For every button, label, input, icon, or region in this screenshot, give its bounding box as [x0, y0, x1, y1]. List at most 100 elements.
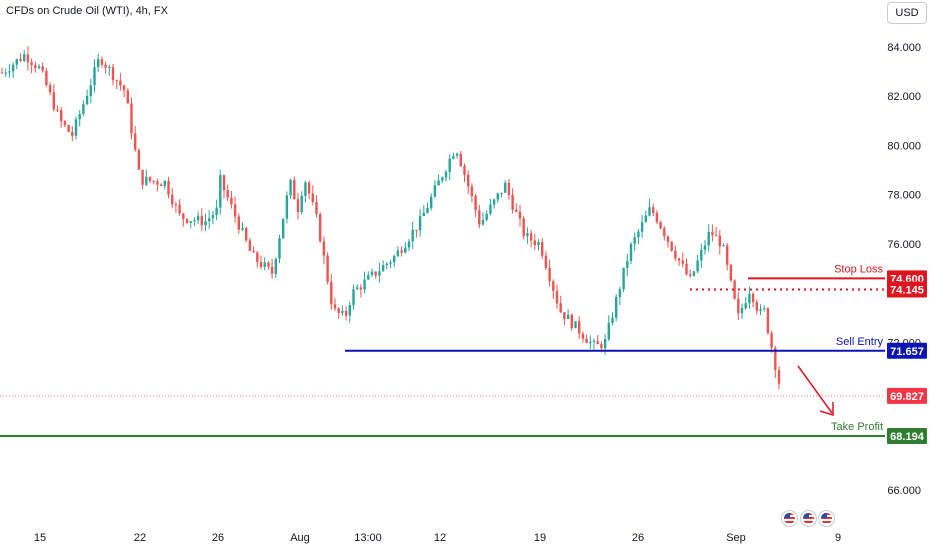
candle-body	[515, 209, 518, 212]
candle-body	[385, 263, 388, 266]
candle-body	[463, 166, 466, 175]
candle-body	[45, 70, 48, 86]
candle-body	[26, 54, 30, 63]
candle-body	[389, 262, 392, 264]
x-tick-label: Sep	[726, 532, 746, 544]
candle-body	[470, 186, 474, 196]
candle-body	[455, 153, 459, 156]
candle-body	[714, 235, 718, 237]
candle-body	[34, 65, 37, 68]
us-flag-icon[interactable]	[781, 510, 798, 527]
take-profit-price-tag-text: 68.194	[890, 431, 925, 443]
candle-body	[541, 242, 544, 256]
candle-body	[611, 317, 614, 323]
candle-body	[578, 321, 581, 334]
candle-body	[744, 303, 747, 309]
candle-body	[322, 241, 326, 256]
us-flag-icon[interactable]	[800, 510, 817, 527]
x-tick-label: 26	[212, 532, 224, 544]
candle-body	[71, 131, 74, 136]
candle-body	[230, 197, 233, 205]
x-tick-label: 9	[835, 532, 841, 544]
candle-body	[522, 218, 525, 237]
candle-body	[122, 85, 126, 91]
candle-body	[629, 243, 633, 261]
candle-body	[703, 245, 707, 250]
candle-body	[171, 194, 174, 205]
currency-selector[interactable]: USD	[887, 2, 927, 24]
candle-body	[167, 180, 170, 195]
candle-body	[615, 297, 618, 318]
candle-body	[674, 250, 677, 259]
candle-body	[393, 256, 396, 263]
us-flag-icon[interactable]	[818, 510, 835, 527]
candle-body	[563, 312, 566, 320]
x-tick-label: 26	[632, 532, 644, 544]
candle-body	[740, 308, 744, 314]
candle-body	[737, 298, 740, 314]
candle-body	[196, 215, 200, 221]
candle-body	[226, 190, 229, 198]
x-tick-label: 13:00	[354, 532, 382, 544]
candle-body	[677, 258, 681, 261]
candle-body	[215, 207, 218, 216]
candle-body	[467, 174, 470, 187]
candle-body	[97, 59, 100, 68]
candle-body	[352, 289, 355, 306]
current-price-tag	[887, 387, 927, 404]
candle-body	[126, 90, 129, 104]
candle-body	[548, 268, 551, 282]
candle-body	[85, 96, 89, 105]
y-tick-label: 84.000	[887, 42, 921, 54]
candle-body	[285, 195, 289, 219]
candle-body	[233, 204, 237, 217]
candle-body	[67, 125, 70, 132]
candle-body	[655, 212, 659, 222]
candle-body	[759, 309, 762, 311]
candle-body	[344, 311, 348, 316]
candle-body	[729, 264, 733, 281]
y-tick-label: 82.000	[887, 91, 921, 103]
candle-body	[459, 153, 462, 167]
candle-body	[378, 271, 381, 276]
candle-body	[256, 252, 259, 262]
candle-body	[452, 155, 455, 159]
candle-body	[341, 311, 344, 313]
candle-body	[533, 240, 536, 245]
take-profit-price-tag	[887, 428, 927, 445]
candle-body	[603, 339, 607, 349]
candle-body	[581, 333, 585, 339]
candle-body	[755, 302, 758, 311]
candle-body	[130, 103, 133, 134]
candle-body	[566, 314, 570, 320]
candle-body	[8, 71, 11, 73]
y-tick-label: 66.000	[887, 485, 921, 497]
candle-body	[396, 250, 400, 257]
candle-body	[526, 233, 529, 237]
chart-title: CFDs on Crude Oil (WTI), 4h, FX	[6, 5, 168, 17]
candle-body	[182, 213, 185, 220]
candle-body	[289, 179, 292, 196]
x-tick-label: 19	[534, 532, 546, 544]
candle-body	[296, 199, 300, 213]
candle-body	[718, 235, 721, 247]
candle-body	[659, 221, 662, 229]
candle-body	[222, 175, 226, 191]
candle-body	[570, 314, 573, 329]
candle-body	[507, 182, 511, 195]
candle-body	[404, 247, 407, 253]
x-tick-label: 15	[34, 532, 46, 544]
candle-body	[544, 255, 548, 269]
candle-body	[511, 194, 514, 210]
candle-body	[278, 238, 281, 259]
candle-body	[78, 113, 81, 120]
candle-body	[692, 271, 696, 276]
candle-body	[60, 110, 63, 122]
candle-body	[348, 305, 351, 316]
candle-body	[751, 293, 755, 303]
candle-body	[585, 338, 588, 343]
candle-body	[481, 219, 485, 225]
candle-body	[237, 216, 240, 230]
candle-body	[267, 262, 270, 267]
